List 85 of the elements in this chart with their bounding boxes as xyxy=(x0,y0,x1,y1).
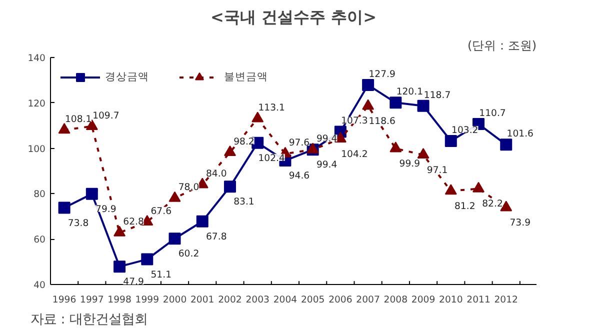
data-label: 83.1 xyxy=(234,196,254,208)
data-label: 81.2 xyxy=(454,200,476,212)
x-tick-label: 2002 xyxy=(218,294,242,306)
point xyxy=(224,146,236,156)
data-label: 101.6 xyxy=(506,128,534,140)
point xyxy=(196,215,208,228)
data-label: 78.0 xyxy=(178,182,200,194)
x-tick-label: 2005 xyxy=(300,294,325,306)
x-tick-label: 2011 xyxy=(466,294,490,306)
y-tick-label: 100 xyxy=(28,144,46,155)
data-label: 84.0 xyxy=(206,168,227,180)
data-label: 73.9 xyxy=(510,218,531,229)
data-label: 99.4 xyxy=(316,160,338,171)
point xyxy=(141,253,154,266)
chart-title: <국내 건설수주 추이> xyxy=(210,8,376,26)
data-label: 120.1 xyxy=(396,86,424,98)
point xyxy=(417,148,430,159)
data-label: 127.9 xyxy=(368,68,396,80)
data-label: 51.1 xyxy=(150,269,172,280)
data-label: 110.7 xyxy=(479,108,506,120)
data-label: 62.8 xyxy=(123,216,144,228)
x-tick-label: 2009 xyxy=(411,294,436,306)
point xyxy=(417,100,430,112)
data-label: 67.6 xyxy=(150,206,172,217)
point xyxy=(390,142,402,152)
legend-label: 경상금액 xyxy=(105,70,149,84)
legend-label: 불변금액 xyxy=(224,70,268,84)
point xyxy=(500,138,512,151)
point xyxy=(114,226,126,236)
chart-subtitle: (단위 : 조원) xyxy=(467,38,537,52)
data-label: 94.6 xyxy=(288,170,310,182)
data-label: 107.3 xyxy=(341,116,368,127)
data-label: 108.1 xyxy=(64,114,92,125)
data-label: 102.4 xyxy=(258,152,286,164)
point xyxy=(58,123,70,134)
data-label: 99.9 xyxy=(399,158,420,170)
point xyxy=(500,200,512,212)
data-label: 113.1 xyxy=(258,102,286,114)
x-tick-label: 2006 xyxy=(328,294,352,306)
x-tick-label: 2012 xyxy=(494,294,518,306)
x-tick-label: 1997 xyxy=(80,294,104,306)
data-label: 60.2 xyxy=(178,248,200,260)
data-label: 109.7 xyxy=(92,110,120,122)
x-tick-label: 2010 xyxy=(439,294,463,306)
point xyxy=(472,182,485,192)
x-tick-label: 2008 xyxy=(384,294,408,306)
y-tick-label: 80 xyxy=(34,189,46,200)
point xyxy=(444,184,457,195)
point xyxy=(58,202,70,214)
y-tick-label: 40 xyxy=(34,280,46,291)
y-tick-label: 60 xyxy=(34,234,46,246)
text: 자료 : 대한건설협회 xyxy=(30,312,148,328)
point xyxy=(362,78,374,91)
x-tick-label: 2001 xyxy=(190,294,214,306)
data-label: 67.8 xyxy=(206,231,227,242)
point xyxy=(362,99,374,110)
point xyxy=(390,96,402,109)
point xyxy=(168,232,181,245)
x-tick-label: 1998 xyxy=(108,294,132,306)
data-label: 104.2 xyxy=(341,148,368,160)
point xyxy=(252,112,264,122)
data-label: 82.2 xyxy=(482,198,503,210)
data-label: 118.7 xyxy=(424,90,451,101)
data-label: 97.1 xyxy=(426,164,448,176)
y-tick-label: 120 xyxy=(28,98,46,110)
x-tick-label: 2004 xyxy=(273,294,298,306)
data-label: 99.4 xyxy=(316,134,338,145)
x-tick-label: 2000 xyxy=(162,294,187,306)
data-label: 103.2 xyxy=(452,125,478,136)
data-label: 97.6 xyxy=(288,138,310,149)
data-label: 118.6 xyxy=(368,116,396,128)
point xyxy=(224,180,236,193)
data-label: 98.2 xyxy=(234,136,254,148)
x-tick-label: 2007 xyxy=(356,294,380,306)
x-tick-label: 1999 xyxy=(135,294,160,306)
point xyxy=(114,260,126,273)
x-tick-label: 1996 xyxy=(52,294,76,306)
data-label: 79.9 xyxy=(96,204,116,215)
y-tick-label: 140 xyxy=(28,53,46,64)
data-label: 73.8 xyxy=(68,218,89,229)
data-label: 47.9 xyxy=(123,276,144,288)
point xyxy=(168,191,181,202)
point xyxy=(444,135,457,148)
x-tick-label: 2003 xyxy=(246,294,270,306)
point xyxy=(86,188,98,200)
